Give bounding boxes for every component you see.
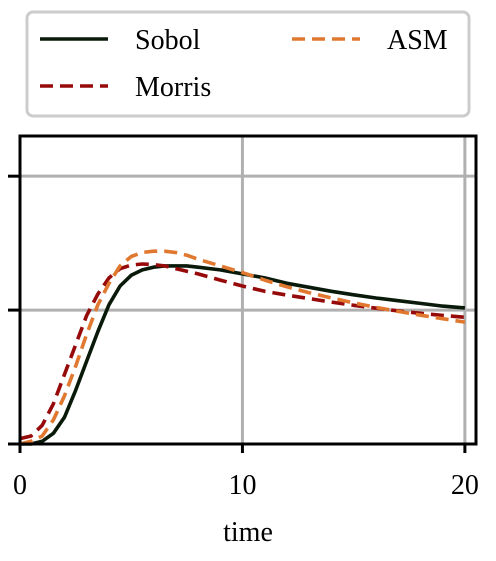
legend-label-sobol: Sobol [135,25,201,56]
x-tick-label: 10 [228,470,256,501]
plot-frame [18,134,478,446]
x-tick-label: 0 [13,470,27,501]
grid-lines [18,136,476,446]
legend-label-asm: ASM [387,25,448,56]
plot-area: 0 10 20 [8,134,479,501]
legend: Sobol Morris ASM [25,10,471,118]
series-line-sobol [20,264,466,446]
x-tick-label: 20 [451,470,479,501]
legend-label-morris: Morris [135,72,211,103]
series-line-morris [19,262,466,441]
axis-ticks: 0 10 20 [8,174,479,501]
series-line-asm [19,249,466,446]
x-axis-label: time [223,517,273,548]
series-lines [19,249,466,446]
